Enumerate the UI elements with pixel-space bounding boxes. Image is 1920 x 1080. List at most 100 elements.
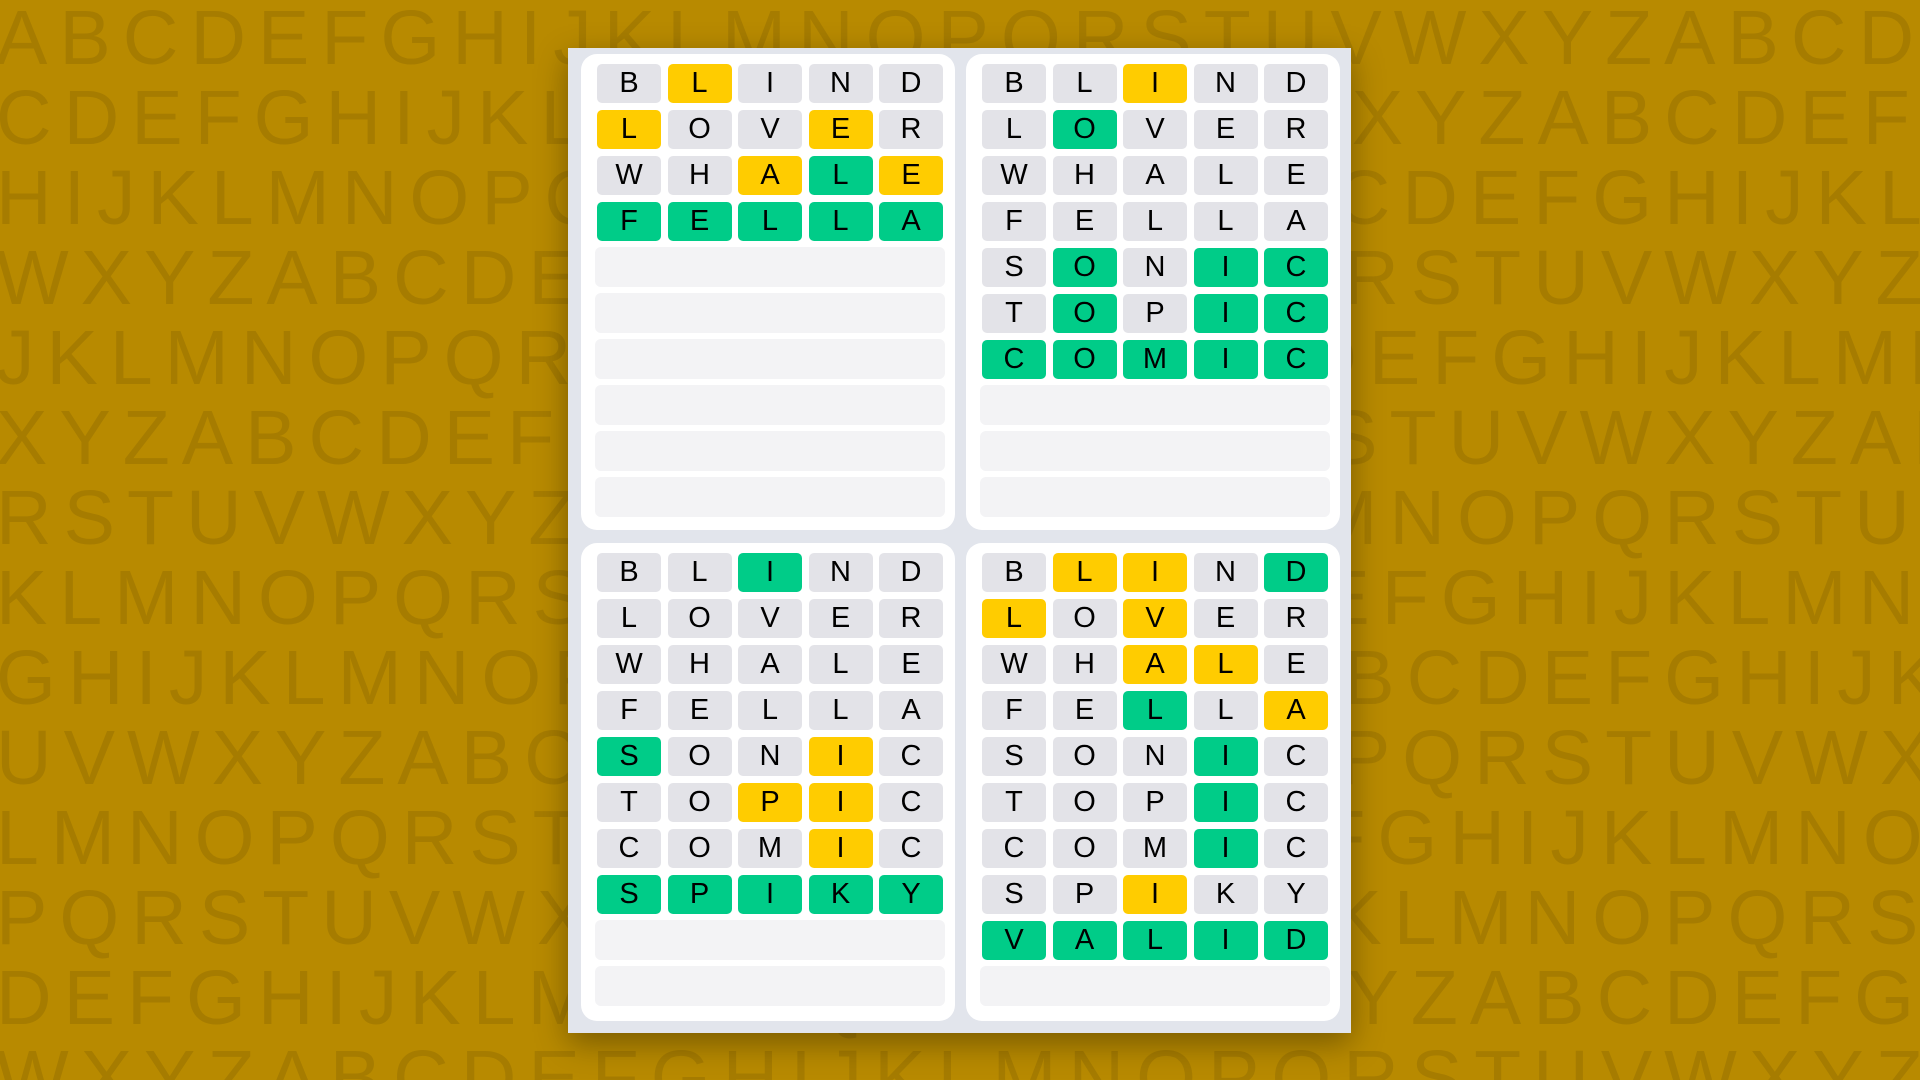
letter-tile-absent: O [667,737,732,776]
letter-tile-absent: O [667,783,732,822]
letter-tile-correct: V [982,921,1046,960]
letter-tile-absent: N [1193,553,1258,592]
letter-tile-absent: C [1264,829,1328,868]
letter-tile-present: E [808,110,873,149]
letter-tile-absent: N [738,737,802,776]
letter-tile-absent: W [982,156,1046,195]
letter-tile-absent: N [1123,737,1187,776]
letter-tile-correct: D [1264,553,1328,592]
letter-tile-correct: O [1052,294,1117,333]
letter-tile-correct: A [1052,921,1117,960]
letter-tile-correct: I [1193,921,1258,960]
empty-guess-row [595,339,945,379]
letter-tile-absent: L [738,691,802,730]
empty-guess-row [595,247,945,287]
letter-tile-absent: S [982,248,1046,287]
letter-tile-absent: R [879,599,943,638]
letter-tile-absent: B [597,64,661,103]
letter-tile-correct: F [597,202,661,241]
letter-tile-absent: E [879,645,943,684]
letter-tile-absent: F [982,202,1046,241]
letter-tile-correct: I [1193,340,1258,379]
letter-tile-correct: S [597,737,661,776]
letter-tile-absent: C [879,783,943,822]
letter-tile-correct: C [1264,294,1328,333]
letter-tile-absent: E [1052,691,1117,730]
letter-tile-correct: M [1123,340,1187,379]
letter-tile-absent: R [879,110,943,149]
empty-guess-row [595,966,945,1006]
letter-tile-absent: W [597,645,661,684]
letter-tile-absent: R [1264,599,1328,638]
letter-tile-absent: R [1264,110,1328,149]
letter-tile-absent: K [1193,875,1258,914]
letter-tile-absent: O [1052,599,1117,638]
letter-tile-correct: I [1193,737,1258,776]
empty-guess-row [595,431,945,471]
letter-tile-absent: T [982,783,1046,822]
letter-tile-absent: E [1193,599,1258,638]
letter-tile-absent: O [1052,783,1117,822]
letter-tile-present: L [667,64,732,103]
letter-tile-correct: A [879,202,943,241]
letter-tile-correct: P [667,875,732,914]
letter-tile-absent: E [1264,156,1328,195]
letter-tile-absent: L [808,691,873,730]
letter-tile-correct: L [808,156,873,195]
empty-guess-row [595,385,945,425]
letter-tile-correct: D [1264,921,1328,960]
letter-tile-absent: N [808,64,873,103]
letter-tile-absent: O [1052,829,1117,868]
letter-tile-absent: O [667,599,732,638]
letter-tile-absent: E [1193,110,1258,149]
letter-tile-present: L [597,110,661,149]
letter-tile-absent: I [738,64,802,103]
letter-tile-absent: N [1193,64,1258,103]
letter-tile-correct: I [738,553,802,592]
letter-tile-present: A [1264,691,1328,730]
letter-tile-absent: E [667,691,732,730]
letter-tile-present: A [1123,645,1187,684]
letter-tile-present: I [808,737,873,776]
letter-tile-absent: E [808,599,873,638]
letter-tile-absent: A [1264,202,1328,241]
letter-tile-absent: A [879,691,943,730]
letter-tile-absent: L [1193,156,1258,195]
letter-tile-correct: C [1264,248,1328,287]
letter-tile-absent: C [1264,737,1328,776]
letter-tile-present: I [1123,875,1187,914]
letter-tile-absent: S [982,737,1046,776]
letter-tile-present: L [982,599,1046,638]
letter-tile-absent: Y [1264,875,1328,914]
letter-tile-absent: P [1052,875,1117,914]
empty-guess-row [595,920,945,960]
letter-tile-present: L [1052,553,1117,592]
letter-tile-absent: H [667,645,732,684]
letter-tile-absent: T [982,294,1046,333]
letter-tile-absent: S [982,875,1046,914]
letter-tile-correct: C [1264,340,1328,379]
letter-tile-absent: B [982,553,1046,592]
letter-tile-absent: E [1264,645,1328,684]
letter-tile-absent: L [667,553,732,592]
letter-tile-absent: L [982,110,1046,149]
letter-tile-absent: N [808,553,873,592]
letter-tile-absent: L [1123,202,1187,241]
